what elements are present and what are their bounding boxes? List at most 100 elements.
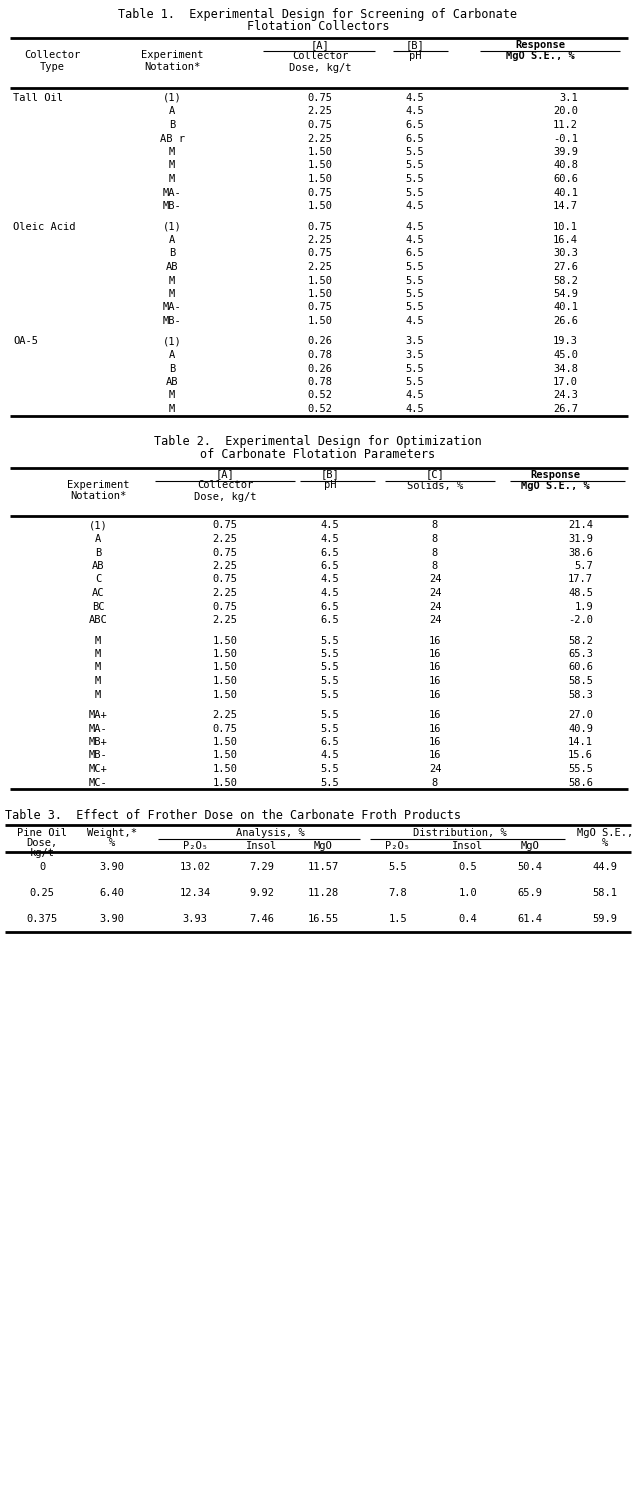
Text: 5.5: 5.5 <box>406 173 424 184</box>
Text: 4.5: 4.5 <box>406 390 424 400</box>
Text: Table 3.  Effect of Frother Dose on the Carbonate Froth Products: Table 3. Effect of Frother Dose on the C… <box>5 808 461 822</box>
Text: BC: BC <box>92 602 104 611</box>
Text: 16.4: 16.4 <box>553 235 578 245</box>
Text: 65.9: 65.9 <box>518 887 543 898</box>
Text: -2.0: -2.0 <box>568 616 593 624</box>
Text: B: B <box>169 363 175 374</box>
Text: 16: 16 <box>429 690 441 699</box>
Text: 4.5: 4.5 <box>321 589 340 598</box>
Text: 1.50: 1.50 <box>307 317 333 326</box>
Text: 4.5: 4.5 <box>321 750 340 760</box>
Text: 4.5: 4.5 <box>406 235 424 245</box>
Text: 4.5: 4.5 <box>406 202 424 211</box>
Text: 3.93: 3.93 <box>183 914 207 923</box>
Text: A: A <box>169 235 175 245</box>
Text: 58.2: 58.2 <box>553 275 578 285</box>
Text: Table 1.  Experimental Design for Screening of Carbonate: Table 1. Experimental Design for Screeni… <box>118 7 518 21</box>
Text: AB: AB <box>166 376 178 387</box>
Text: 15.6: 15.6 <box>568 750 593 760</box>
Text: 1.0: 1.0 <box>459 887 478 898</box>
Text: 3.90: 3.90 <box>99 862 125 872</box>
Text: 11.57: 11.57 <box>307 862 338 872</box>
Text: OA-5: OA-5 <box>13 336 38 347</box>
Text: Pine Oil: Pine Oil <box>17 828 67 838</box>
Text: P₂O₅: P₂O₅ <box>183 841 207 852</box>
Text: 4.5: 4.5 <box>321 520 340 530</box>
Text: 1.50: 1.50 <box>307 275 333 285</box>
Text: 16: 16 <box>429 710 441 720</box>
Text: 6.5: 6.5 <box>321 616 340 624</box>
Text: 1.50: 1.50 <box>212 690 237 699</box>
Text: 5.5: 5.5 <box>406 363 424 374</box>
Text: 5.5: 5.5 <box>321 635 340 645</box>
Text: [B]: [B] <box>406 40 424 49</box>
Text: 2.25: 2.25 <box>212 616 237 624</box>
Text: B: B <box>169 120 175 130</box>
Text: 5.5: 5.5 <box>406 275 424 285</box>
Text: 0.26: 0.26 <box>307 336 333 347</box>
Text: Experiment
Notation*: Experiment Notation* <box>67 480 129 500</box>
Text: 1.50: 1.50 <box>212 635 237 645</box>
Text: 8: 8 <box>432 547 438 557</box>
Text: M: M <box>169 160 175 170</box>
Text: (1): (1) <box>163 221 181 232</box>
Text: 1.50: 1.50 <box>212 662 237 672</box>
Text: 6.5: 6.5 <box>321 562 340 571</box>
Text: 16: 16 <box>429 723 441 734</box>
Text: 10.1: 10.1 <box>553 221 578 232</box>
Text: 16: 16 <box>429 737 441 747</box>
Text: 5.5: 5.5 <box>406 302 424 312</box>
Text: ABC: ABC <box>88 616 107 624</box>
Text: 0.375: 0.375 <box>26 914 58 923</box>
Text: 48.5: 48.5 <box>568 589 593 598</box>
Text: 60.6: 60.6 <box>553 173 578 184</box>
Text: 16.55: 16.55 <box>307 914 338 923</box>
Text: 0.5: 0.5 <box>459 862 478 872</box>
Text: Dose,: Dose, <box>26 838 58 849</box>
Text: Distribution, %: Distribution, % <box>413 828 507 838</box>
Text: 0.75: 0.75 <box>307 120 333 130</box>
Text: 1.50: 1.50 <box>212 737 237 747</box>
Text: 61.4: 61.4 <box>518 914 543 923</box>
Text: 7.8: 7.8 <box>389 887 408 898</box>
Text: 0.78: 0.78 <box>307 376 333 387</box>
Text: 24: 24 <box>429 575 441 584</box>
Text: 27.0: 27.0 <box>568 710 593 720</box>
Text: 2.25: 2.25 <box>212 533 237 544</box>
Text: 2.25: 2.25 <box>307 235 333 245</box>
Text: 58.2: 58.2 <box>568 635 593 645</box>
Text: 0.78: 0.78 <box>307 350 333 360</box>
Text: Tall Oil: Tall Oil <box>13 93 63 103</box>
Text: 1.50: 1.50 <box>307 288 333 299</box>
Text: 21.4: 21.4 <box>568 520 593 530</box>
Text: 24: 24 <box>429 589 441 598</box>
Text: M: M <box>169 390 175 400</box>
Text: AB: AB <box>166 261 178 272</box>
Text: P₂O₅: P₂O₅ <box>385 841 410 852</box>
Text: %: % <box>109 838 115 849</box>
Text: A: A <box>169 350 175 360</box>
Text: M: M <box>169 288 175 299</box>
Text: 0.75: 0.75 <box>212 575 237 584</box>
Text: 30.3: 30.3 <box>553 248 578 258</box>
Text: kg/t: kg/t <box>29 849 55 858</box>
Text: MB-: MB- <box>88 750 107 760</box>
Text: 14.1: 14.1 <box>568 737 593 747</box>
Text: 3.5: 3.5 <box>406 350 424 360</box>
Text: 0.75: 0.75 <box>212 520 237 530</box>
Text: 2.25: 2.25 <box>212 710 237 720</box>
Text: 13.02: 13.02 <box>179 862 211 872</box>
Text: Solids, %: Solids, % <box>407 481 463 490</box>
Text: Response: Response <box>515 40 565 49</box>
Text: 54.9: 54.9 <box>553 288 578 299</box>
Text: 31.9: 31.9 <box>568 533 593 544</box>
Text: Flotation Collectors: Flotation Collectors <box>247 19 389 33</box>
Text: 5.7: 5.7 <box>574 562 593 571</box>
Text: 8: 8 <box>432 562 438 571</box>
Text: 16: 16 <box>429 662 441 672</box>
Text: AB r: AB r <box>160 133 184 143</box>
Text: 1.9: 1.9 <box>574 602 593 611</box>
Text: 0.52: 0.52 <box>307 403 333 414</box>
Text: 34.8: 34.8 <box>553 363 578 374</box>
Text: 14.7: 14.7 <box>553 202 578 211</box>
